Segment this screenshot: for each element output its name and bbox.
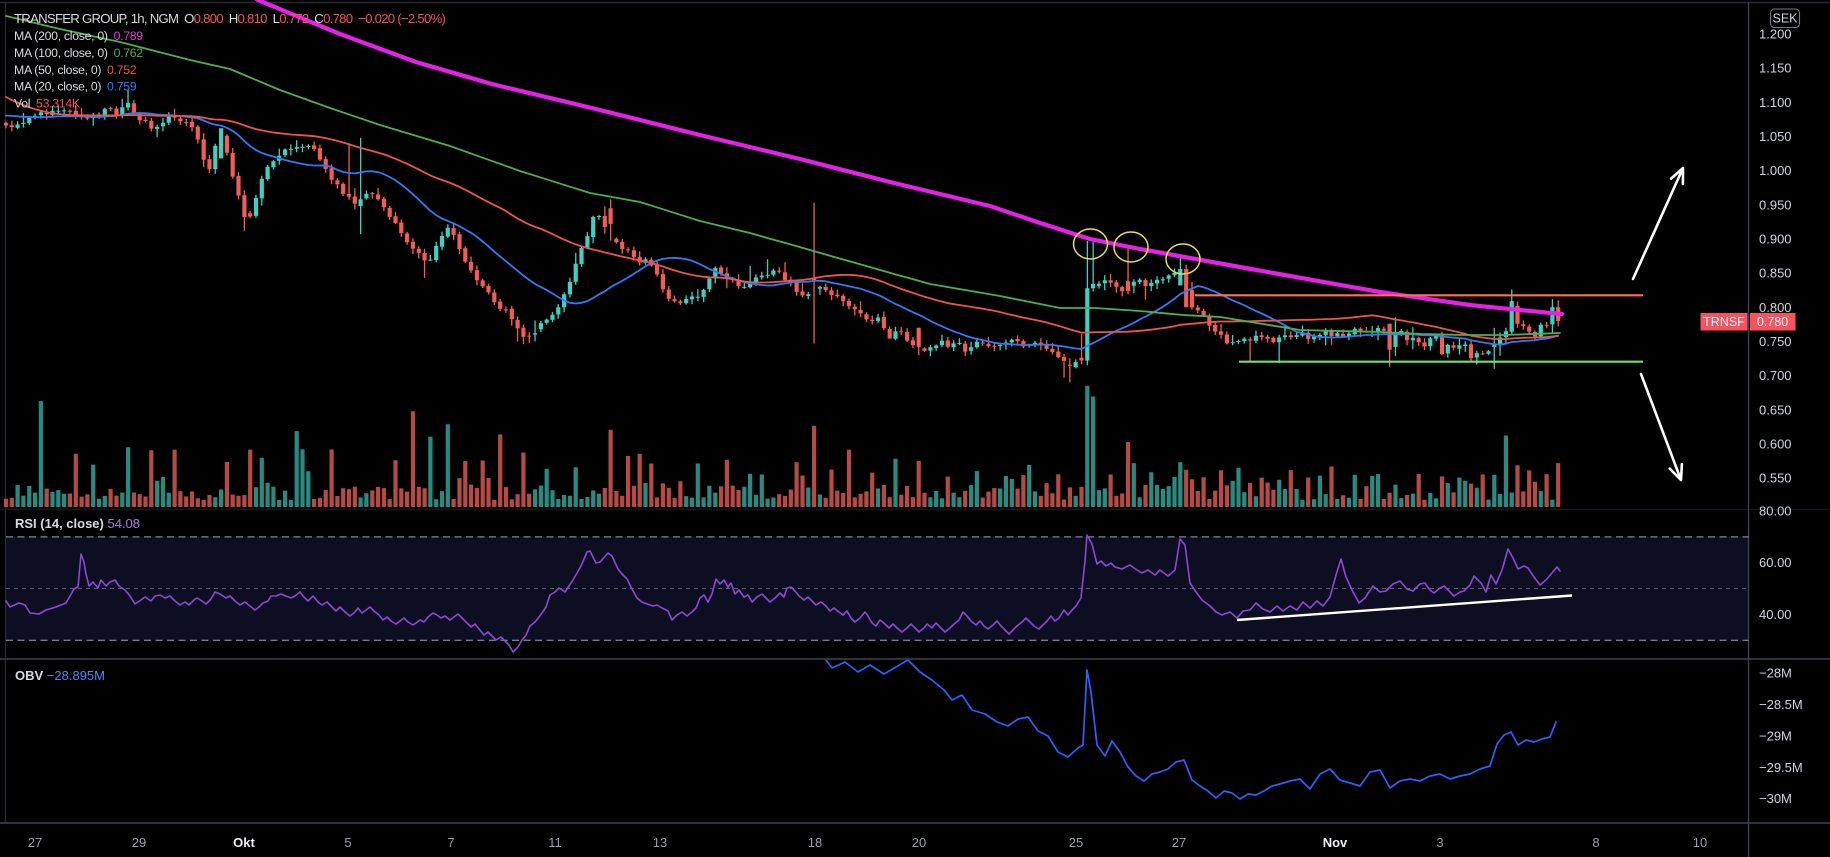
svg-text:0.600: 0.600 <box>1759 436 1792 451</box>
svg-text:SEK: SEK <box>1772 12 1798 26</box>
svg-text:10: 10 <box>1693 835 1707 850</box>
svg-text:0.850: 0.850 <box>1759 266 1792 281</box>
svg-text:27: 27 <box>28 835 42 850</box>
svg-text:−28.5M: −28.5M <box>1759 697 1803 712</box>
svg-text:0.780: 0.780 <box>1757 315 1788 329</box>
svg-text:Vol 53.314K: Vol 53.314K <box>14 97 81 111</box>
svg-text:TRNSF: TRNSF <box>1703 315 1745 329</box>
svg-text:8: 8 <box>1592 835 1599 850</box>
svg-text:MA (20, close, 0) 0.759: MA (20, close, 0) 0.759 <box>14 80 137 94</box>
svg-text:−30M: −30M <box>1759 791 1792 806</box>
svg-text:40.00: 40.00 <box>1759 607 1792 622</box>
svg-text:0.900: 0.900 <box>1759 231 1792 246</box>
svg-text:0.550: 0.550 <box>1759 471 1792 486</box>
svg-text:−29M: −29M <box>1759 729 1792 744</box>
svg-text:Okt: Okt <box>233 835 255 850</box>
svg-text:1.000: 1.000 <box>1759 163 1792 178</box>
svg-text:TRANSFER GROUP, 1h, NGM O0.800: TRANSFER GROUP, 1h, NGM O0.800 H0.810 L0… <box>14 11 446 26</box>
svg-text:−28M: −28M <box>1759 666 1792 681</box>
svg-text:MA (100, close, 0) 0.762: MA (100, close, 0) 0.762 <box>14 46 143 60</box>
svg-text:Nov: Nov <box>1323 835 1348 850</box>
svg-text:60.00: 60.00 <box>1759 555 1792 570</box>
svg-text:3: 3 <box>1436 835 1443 850</box>
svg-text:0.750: 0.750 <box>1759 334 1792 349</box>
svg-text:0.650: 0.650 <box>1759 402 1792 417</box>
svg-text:RSI (14, close) 54.08: RSI (14, close) 54.08 <box>15 516 140 531</box>
svg-text:−29.5M: −29.5M <box>1759 760 1803 775</box>
svg-text:13: 13 <box>653 835 667 850</box>
svg-text:18: 18 <box>808 835 822 850</box>
svg-text:20: 20 <box>912 835 926 850</box>
svg-text:0.700: 0.700 <box>1759 368 1792 383</box>
svg-text:MA (200, close, 0) 0.789: MA (200, close, 0) 0.789 <box>14 29 143 43</box>
svg-text:1.100: 1.100 <box>1759 95 1792 110</box>
svg-text:0.800: 0.800 <box>1759 300 1792 315</box>
svg-text:1.200: 1.200 <box>1759 27 1792 42</box>
svg-text:29: 29 <box>132 835 146 850</box>
svg-text:11: 11 <box>548 835 562 850</box>
svg-text:MA (50, close, 0) 0.752: MA (50, close, 0) 0.752 <box>14 63 137 77</box>
svg-text:80.00: 80.00 <box>1759 504 1792 519</box>
svg-text:27: 27 <box>1172 835 1186 850</box>
svg-text:0.950: 0.950 <box>1759 197 1792 212</box>
svg-text:1.150: 1.150 <box>1759 61 1792 76</box>
svg-text:5: 5 <box>344 835 351 850</box>
svg-text:25: 25 <box>1069 835 1083 850</box>
svg-text:OBV −28.895M: OBV −28.895M <box>15 668 105 683</box>
svg-text:7: 7 <box>447 835 454 850</box>
svg-text:1.050: 1.050 <box>1759 129 1792 144</box>
